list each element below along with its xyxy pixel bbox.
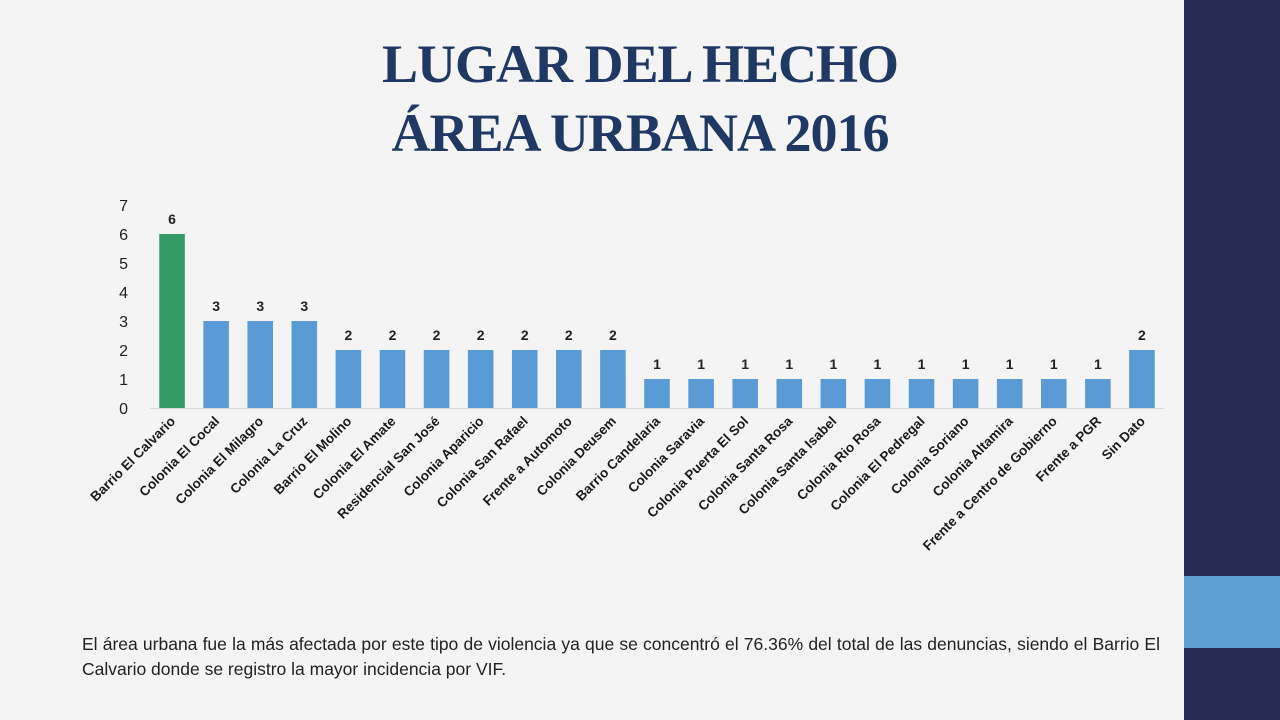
y-tick-label: 2	[119, 343, 128, 360]
slide-title-line-2: ÁREA URBANA 2016	[391, 103, 889, 163]
bar	[600, 350, 626, 408]
bar-value-label: 2	[433, 327, 441, 343]
bar-value-label: 1	[697, 356, 705, 372]
x-category-label: Colonia Aparicio	[401, 414, 487, 500]
bar	[335, 350, 362, 408]
bar-value-label: 1	[829, 356, 837, 372]
x-category-label: Barrio Candelaria	[573, 413, 664, 504]
bar	[379, 350, 406, 408]
bar	[291, 321, 318, 408]
bar-value-label: 2	[609, 327, 617, 343]
x-category-label: Colonia Altamira	[930, 413, 1016, 499]
x-category-label: Barrio El Molino	[271, 414, 355, 498]
bar	[776, 379, 803, 408]
bar-value-label: 6	[168, 211, 176, 227]
bar	[1040, 379, 1067, 408]
bar-value-label: 1	[874, 356, 882, 372]
slide-title-line-1: LUGAR DEL HECHO	[381, 34, 899, 94]
bar	[1085, 379, 1111, 408]
bar	[511, 350, 538, 408]
bar	[159, 234, 185, 408]
bar	[820, 379, 847, 408]
x-category-label: Sin Dato	[1099, 414, 1148, 463]
bar-value-label: 1	[1050, 356, 1058, 372]
x-category-label: Colonia Rio Rosa	[794, 413, 884, 503]
bar	[864, 379, 891, 408]
y-tick-label: 6	[119, 227, 128, 244]
bar	[556, 350, 582, 408]
bar	[644, 379, 670, 408]
x-category-label: Colonia La Cruz	[227, 413, 310, 496]
bar	[952, 379, 979, 408]
y-tick-label: 5	[119, 256, 128, 273]
bar-value-label: 3	[212, 298, 220, 314]
bar-value-label: 3	[256, 298, 264, 314]
bar	[247, 321, 274, 408]
bar-chart: 0 1 2 3 4 5 6 7 6 Barrio El Calvario 3 Colonia El C…	[87, 198, 1164, 554]
bar-value-label: 2	[389, 327, 397, 343]
y-tick-label: 1	[119, 372, 128, 389]
y-tick-label: 3	[119, 314, 128, 331]
x-category-label: Barrio El Calvario	[87, 414, 178, 505]
chart-caption: El área urbana fue la más afectada por e…	[82, 634, 1160, 680]
bar-value-label: 1	[918, 356, 926, 372]
bar-value-label: 1	[962, 356, 970, 372]
bar	[996, 379, 1023, 408]
x-category-label: Colonia El Amate	[310, 413, 399, 502]
x-category-label: Colonia Soriano	[888, 414, 972, 498]
bar	[423, 350, 450, 408]
bar-value-label: 2	[477, 327, 485, 343]
bar-value-label: 3	[300, 298, 308, 314]
side-decoration-accent	[1184, 576, 1280, 648]
bar-value-label: 1	[1094, 356, 1102, 372]
y-tick-label: 7	[119, 198, 128, 215]
bar-value-label: 1	[1006, 356, 1014, 372]
bar	[908, 379, 935, 408]
y-tick-label: 0	[119, 401, 128, 418]
x-category-label: Colonia Deusem	[534, 414, 619, 499]
y-tick-label: 4	[119, 285, 128, 302]
bar	[688, 379, 714, 408]
bar	[467, 350, 494, 408]
bar	[203, 321, 229, 408]
bar-value-label: 1	[785, 356, 793, 372]
bar	[732, 379, 758, 408]
bar-value-label: 1	[653, 356, 661, 372]
x-category-label: Colonia Saravia	[625, 413, 708, 496]
bar-value-label: 2	[521, 327, 529, 343]
bar-value-label: 1	[741, 356, 749, 372]
bar	[1129, 350, 1155, 408]
x-category-label: Colonia El Cocal	[136, 414, 222, 500]
bar-value-label: 2	[344, 327, 352, 343]
bar-value-label: 2	[565, 327, 573, 343]
bar-value-label: 2	[1138, 327, 1146, 343]
slide-background	[0, 0, 1184, 720]
